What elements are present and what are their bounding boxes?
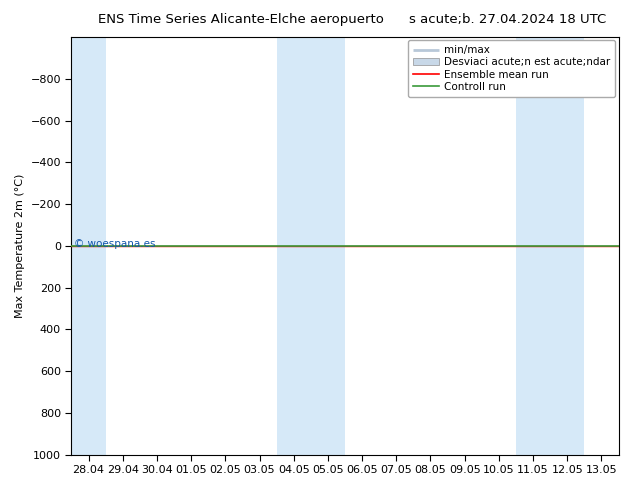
Bar xyxy=(276,37,345,455)
Text: ENS Time Series Alicante-Elche aeropuerto: ENS Time Series Alicante-Elche aeropuert… xyxy=(98,13,384,26)
Legend: min/max, Desviaci acute;n est acute;ndar, Ensemble mean run, Controll run: min/max, Desviaci acute;n est acute;ndar… xyxy=(408,40,616,97)
Text: © woespana.es: © woespana.es xyxy=(74,239,156,249)
Y-axis label: Max Temperature 2m (°C): Max Temperature 2m (°C) xyxy=(15,173,25,318)
Bar xyxy=(72,37,106,455)
Text: s acute;b. 27.04.2024 18 UTC: s acute;b. 27.04.2024 18 UTC xyxy=(408,13,606,26)
Bar xyxy=(516,37,585,455)
